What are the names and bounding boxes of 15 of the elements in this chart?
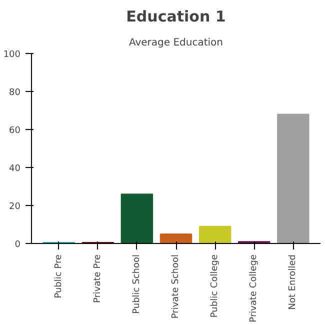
x-tick-label: Public Pre xyxy=(54,254,64,298)
x-tick-label: Private College xyxy=(249,254,260,322)
y-tick-label: 40 xyxy=(9,164,21,174)
y-tick-label: 100 xyxy=(3,50,21,60)
chart-title: Education 1 xyxy=(126,8,226,26)
y-tick-label: 60 xyxy=(9,126,21,136)
y-tick-label: 80 xyxy=(9,88,21,98)
chart-subtitle: Average Education xyxy=(128,38,224,48)
x-tick-label: Public School xyxy=(132,254,142,314)
x-tick-label: Not Enrolled xyxy=(288,254,298,310)
x-tick-label: Public College xyxy=(210,254,220,318)
x-tick-label: Private Pre xyxy=(92,254,103,304)
y-tick-label: 20 xyxy=(9,202,21,212)
x-tick-label: Private School xyxy=(171,254,181,319)
y-tick-label: 0 xyxy=(14,240,21,250)
